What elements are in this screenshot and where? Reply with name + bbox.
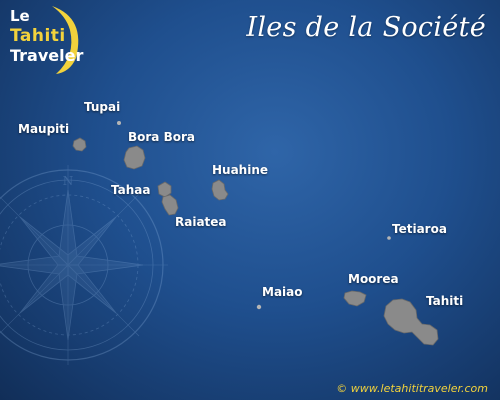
island-moorea-shape xyxy=(343,290,367,307)
logo-swoosh-icon xyxy=(52,6,79,74)
island-bora-bora-shape xyxy=(123,145,146,170)
label-tetiaroa: Tetiaroa xyxy=(392,222,447,236)
island-huahine-shape xyxy=(211,179,229,201)
logo-text-le: Le xyxy=(10,7,30,25)
label-raiatea: Raiatea xyxy=(175,215,227,229)
island-tahaa-shape xyxy=(157,181,172,198)
logo-text-traveler: Traveler xyxy=(10,46,84,65)
label-bora-bora: Bora Bora xyxy=(128,130,195,144)
copyright-link[interactable]: © www.letahititraveler.com xyxy=(336,382,488,395)
island-tetiaroa-shape xyxy=(387,236,391,240)
label-moorea: Moorea xyxy=(348,272,399,286)
island-maupiti-shape xyxy=(72,137,87,152)
label-huahine: Huahine xyxy=(212,163,269,177)
svg-text:N: N xyxy=(63,174,74,188)
compass-rose-icon: N xyxy=(0,165,168,365)
island-tahiti-shape xyxy=(383,298,439,346)
map-title: Iles de la Société xyxy=(246,12,486,43)
label-tahaa: Tahaa xyxy=(111,183,151,197)
brand-logo: Le Tahiti Traveler xyxy=(4,2,104,72)
label-maupiti: Maupiti xyxy=(18,122,70,136)
label-tahiti: Tahiti xyxy=(426,294,464,308)
label-tupai: Tupai xyxy=(84,100,121,114)
island-maiao-shape xyxy=(256,304,262,310)
island-raiatea-shape xyxy=(161,194,179,216)
label-maiao: Maiao xyxy=(262,285,303,299)
logo-text-tahiti: Tahiti xyxy=(10,26,66,46)
island-tupai-shape xyxy=(117,121,121,125)
